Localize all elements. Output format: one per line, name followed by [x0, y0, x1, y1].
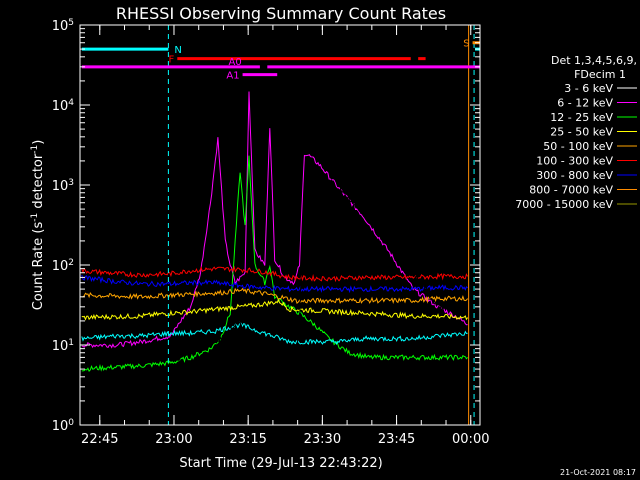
flag-label-a1: A1 [226, 71, 239, 82]
x-axis-label: Start Time (29-Jul-13 22:43:22) [179, 456, 382, 471]
y-tick-label-4: 104 [52, 98, 75, 114]
x-tick-label-0: 22:45 [81, 432, 118, 447]
series-line-6 [81, 274, 468, 294]
flag-label-n: N [174, 45, 181, 56]
series-line-1 [81, 91, 468, 349]
legend-label-0: 3 - 6 keV [564, 82, 613, 95]
ylabel-sup2: -1 [30, 145, 40, 154]
y-tick-label-1: 101 [52, 338, 74, 354]
y-axis-label: Count Rate (s-1 detector-1) [30, 140, 46, 311]
legend-label-1: 6 - 12 keV [557, 97, 613, 110]
series-line-3 [81, 298, 469, 321]
legend-label-4: 50 - 100 keV [543, 140, 613, 153]
series-line-2 [81, 155, 468, 372]
plot-area: N S F A0 A1 [81, 25, 480, 425]
ylabel-main: Count Rate (s [31, 222, 46, 311]
chart-title: RHESSI Observing Summary Count Rates [116, 4, 446, 23]
x-tick-label-4: 23:45 [378, 432, 415, 447]
y-tick-label-3: 103 [52, 178, 74, 194]
legend-label-7: 800 - 7000 keV [529, 184, 613, 197]
ylabel-end: ) [31, 140, 46, 145]
x-tick-label-2: 23:15 [229, 432, 266, 447]
series-3-6kev-trace [81, 163, 447, 392]
y-tick-label-2: 102 [52, 258, 74, 274]
y-axis-label-text: Count Rate (s-1 detector-1) [30, 140, 46, 311]
ylabel-mid: detector [31, 153, 46, 213]
flag-label-s: S [463, 39, 469, 50]
series-line-4 [81, 287, 468, 304]
x-tick-label-5: 00:00 [452, 432, 489, 447]
y-tick-label-5: 105 [52, 18, 74, 34]
legend-label-8: 7000 - 15000 keV [515, 198, 613, 211]
series-line-7 [81, 321, 468, 346]
ylabel-sup1: -1 [30, 213, 40, 222]
plot-frame [79, 24, 481, 426]
flag-label-f: F [169, 55, 175, 66]
y-tick-label-0: 100 [52, 418, 75, 434]
legend-label-6: 300 - 800 keV [536, 169, 613, 182]
legend-header-2: FDecim 1 [574, 68, 626, 81]
legend-header-1: Det 1,3,4,5,6,9, [551, 54, 637, 67]
axes: 22:45 23:00 23:15 23:30 23:45 00:00 100 101 102 1… [52, 18, 490, 447]
x-tick-label-3: 23:30 [304, 432, 341, 447]
legend-label-3: 25 - 50 keV [550, 126, 613, 139]
legend-label-2: 12 - 25 keV [550, 111, 613, 124]
footer-timestamp: 21-Oct-2021 08:17 [560, 468, 636, 477]
series-line-5 [81, 265, 469, 283]
legend-label-5: 100 - 300 keV [536, 155, 613, 168]
legend: Det 1,3,4,5,6,9, FDecim 1 3 - 6 keV 6 - 1… [515, 54, 637, 211]
flag-label-a0: A0 [229, 57, 242, 68]
x-tick-label-1: 23:00 [155, 432, 192, 447]
